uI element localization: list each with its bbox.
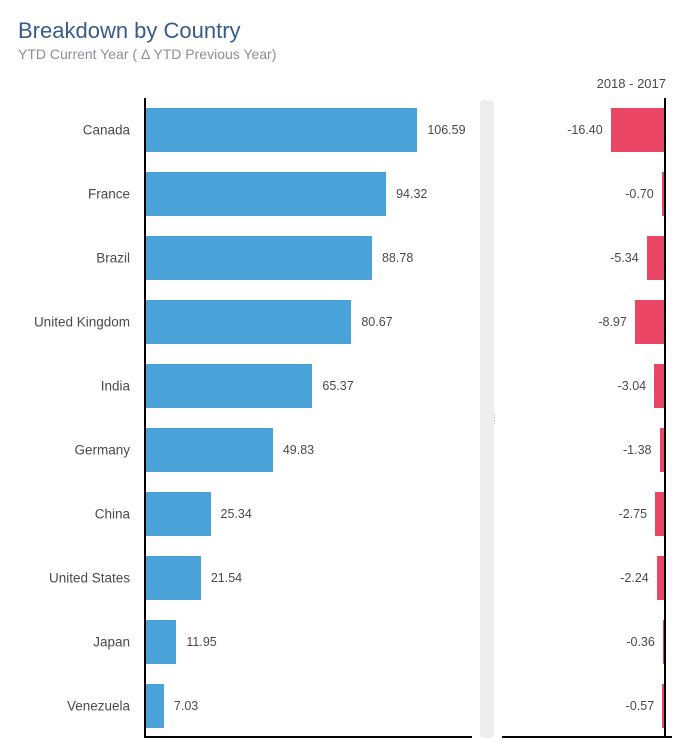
country-label: Japan	[12, 635, 140, 650]
right-x-axis	[502, 736, 672, 738]
delta-value: -3.04	[618, 379, 647, 393]
ytd-bar	[146, 492, 211, 536]
delta-row: -8.97	[502, 290, 672, 354]
ytd-bar	[146, 364, 312, 408]
country-label: United Kingdom	[12, 315, 140, 330]
ytd-bar	[146, 108, 417, 152]
ytd-value: 106.59	[427, 123, 465, 137]
ytd-value: 80.67	[361, 315, 392, 329]
delta-bar	[655, 492, 664, 536]
ytd-row: China 25.34	[12, 482, 472, 546]
country-label: United States	[12, 571, 140, 586]
ytd-bar	[146, 428, 273, 472]
delta-row: -0.36	[502, 610, 672, 674]
ytd-bar	[146, 236, 372, 280]
chart-title: Breakdown by Country	[18, 18, 678, 44]
country-label: Venezuela	[12, 699, 140, 714]
ytd-bar	[146, 620, 176, 664]
country-label: Brazil	[12, 251, 140, 266]
chart-container: Canada 106.59 France 94.32 Brazil 88.78 United…	[12, 76, 678, 738]
ytd-bar	[146, 684, 164, 728]
delta-bar	[647, 236, 664, 280]
chart-subtitle: YTD Current Year ( Δ YTD Previous Year)	[18, 46, 678, 62]
left-x-axis	[144, 736, 472, 738]
delta-value: -2.24	[620, 571, 649, 585]
country-label: China	[12, 507, 140, 522]
delta-bar	[635, 300, 664, 344]
delta-row: -0.70	[502, 162, 672, 226]
ytd-value: 11.95	[186, 635, 216, 649]
ytd-value: 65.37	[322, 379, 353, 393]
delta-header: 2018 - 2017	[502, 76, 672, 98]
delta-value: -5.34	[610, 251, 639, 265]
delta-bar	[611, 108, 664, 152]
delta-row: -16.40	[502, 98, 672, 162]
ytd-row: Germany 49.83	[12, 418, 472, 482]
delta-bar	[657, 556, 664, 600]
delta-row: -0.57	[502, 674, 672, 738]
ytd-bar	[146, 556, 201, 600]
ytd-row: United Kingdom 80.67	[12, 290, 472, 354]
ytd-row: France 94.32	[12, 162, 472, 226]
right-zero-axis	[664, 98, 666, 738]
ytd-value: 25.34	[221, 507, 252, 521]
ytd-row: Canada 106.59	[12, 98, 472, 162]
ytd-bar	[146, 300, 351, 344]
ytd-value: 49.83	[283, 443, 314, 457]
ytd-value: 21.54	[211, 571, 242, 585]
delta-row: -5.34	[502, 226, 672, 290]
panel-divider: ····	[480, 100, 494, 738]
country-label: India	[12, 379, 140, 394]
ytd-row: Brazil 88.78	[12, 226, 472, 290]
delta-value: -16.40	[567, 123, 602, 137]
delta-value: -0.57	[626, 699, 655, 713]
delta-row: -2.24	[502, 546, 672, 610]
ytd-value: 7.03	[174, 699, 198, 713]
delta-row: -1.38	[502, 418, 672, 482]
ytd-value: 94.32	[396, 187, 427, 201]
ytd-row: India 65.37	[12, 354, 472, 418]
delta-row: -2.75	[502, 482, 672, 546]
ytd-bar	[146, 172, 386, 216]
ytd-row: United States 21.54	[12, 546, 472, 610]
country-label: Germany	[12, 443, 140, 458]
delta-bar	[654, 364, 664, 408]
delta-row: -3.04	[502, 354, 672, 418]
delta-value: -8.97	[598, 315, 627, 329]
delta-value: -0.36	[626, 635, 655, 649]
ytd-value: 88.78	[382, 251, 413, 265]
ytd-bar-chart: Canada 106.59 France 94.32 Brazil 88.78 United…	[12, 76, 472, 738]
delta-value: -2.75	[619, 507, 648, 521]
left-y-axis	[144, 98, 146, 738]
country-label: France	[12, 187, 140, 202]
delta-value: -1.38	[623, 443, 652, 457]
ytd-row: Venezuela 7.03	[12, 674, 472, 738]
ytd-row: Japan 11.95	[12, 610, 472, 674]
country-label: Canada	[12, 123, 140, 138]
delta-bar-chart: 2018 - 2017 -16.40 -0.70 -5.34 -8.97 -3.04 -1…	[502, 76, 672, 738]
delta-value: -0.70	[625, 187, 654, 201]
